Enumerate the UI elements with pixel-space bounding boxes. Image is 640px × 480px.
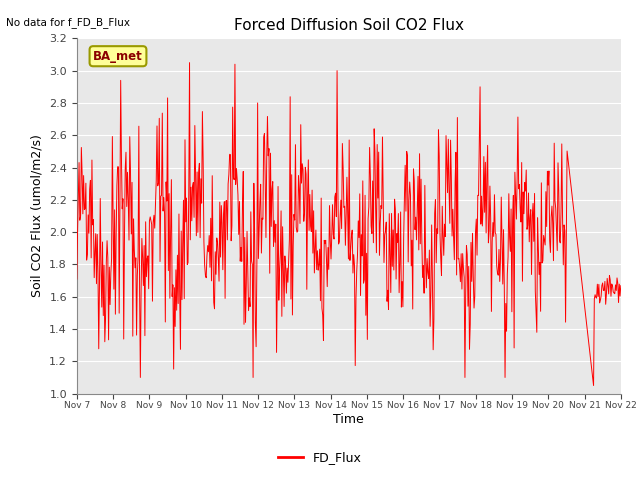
Y-axis label: Soil CO2 Flux (umol/m2/s): Soil CO2 Flux (umol/m2/s) (31, 134, 44, 298)
Legend: FD_Flux: FD_Flux (273, 446, 367, 469)
X-axis label: Time: Time (333, 413, 364, 426)
Text: BA_met: BA_met (93, 50, 143, 63)
Title: Forced Diffusion Soil CO2 Flux: Forced Diffusion Soil CO2 Flux (234, 18, 464, 33)
Text: No data for f_FD_B_Flux: No data for f_FD_B_Flux (6, 17, 131, 28)
